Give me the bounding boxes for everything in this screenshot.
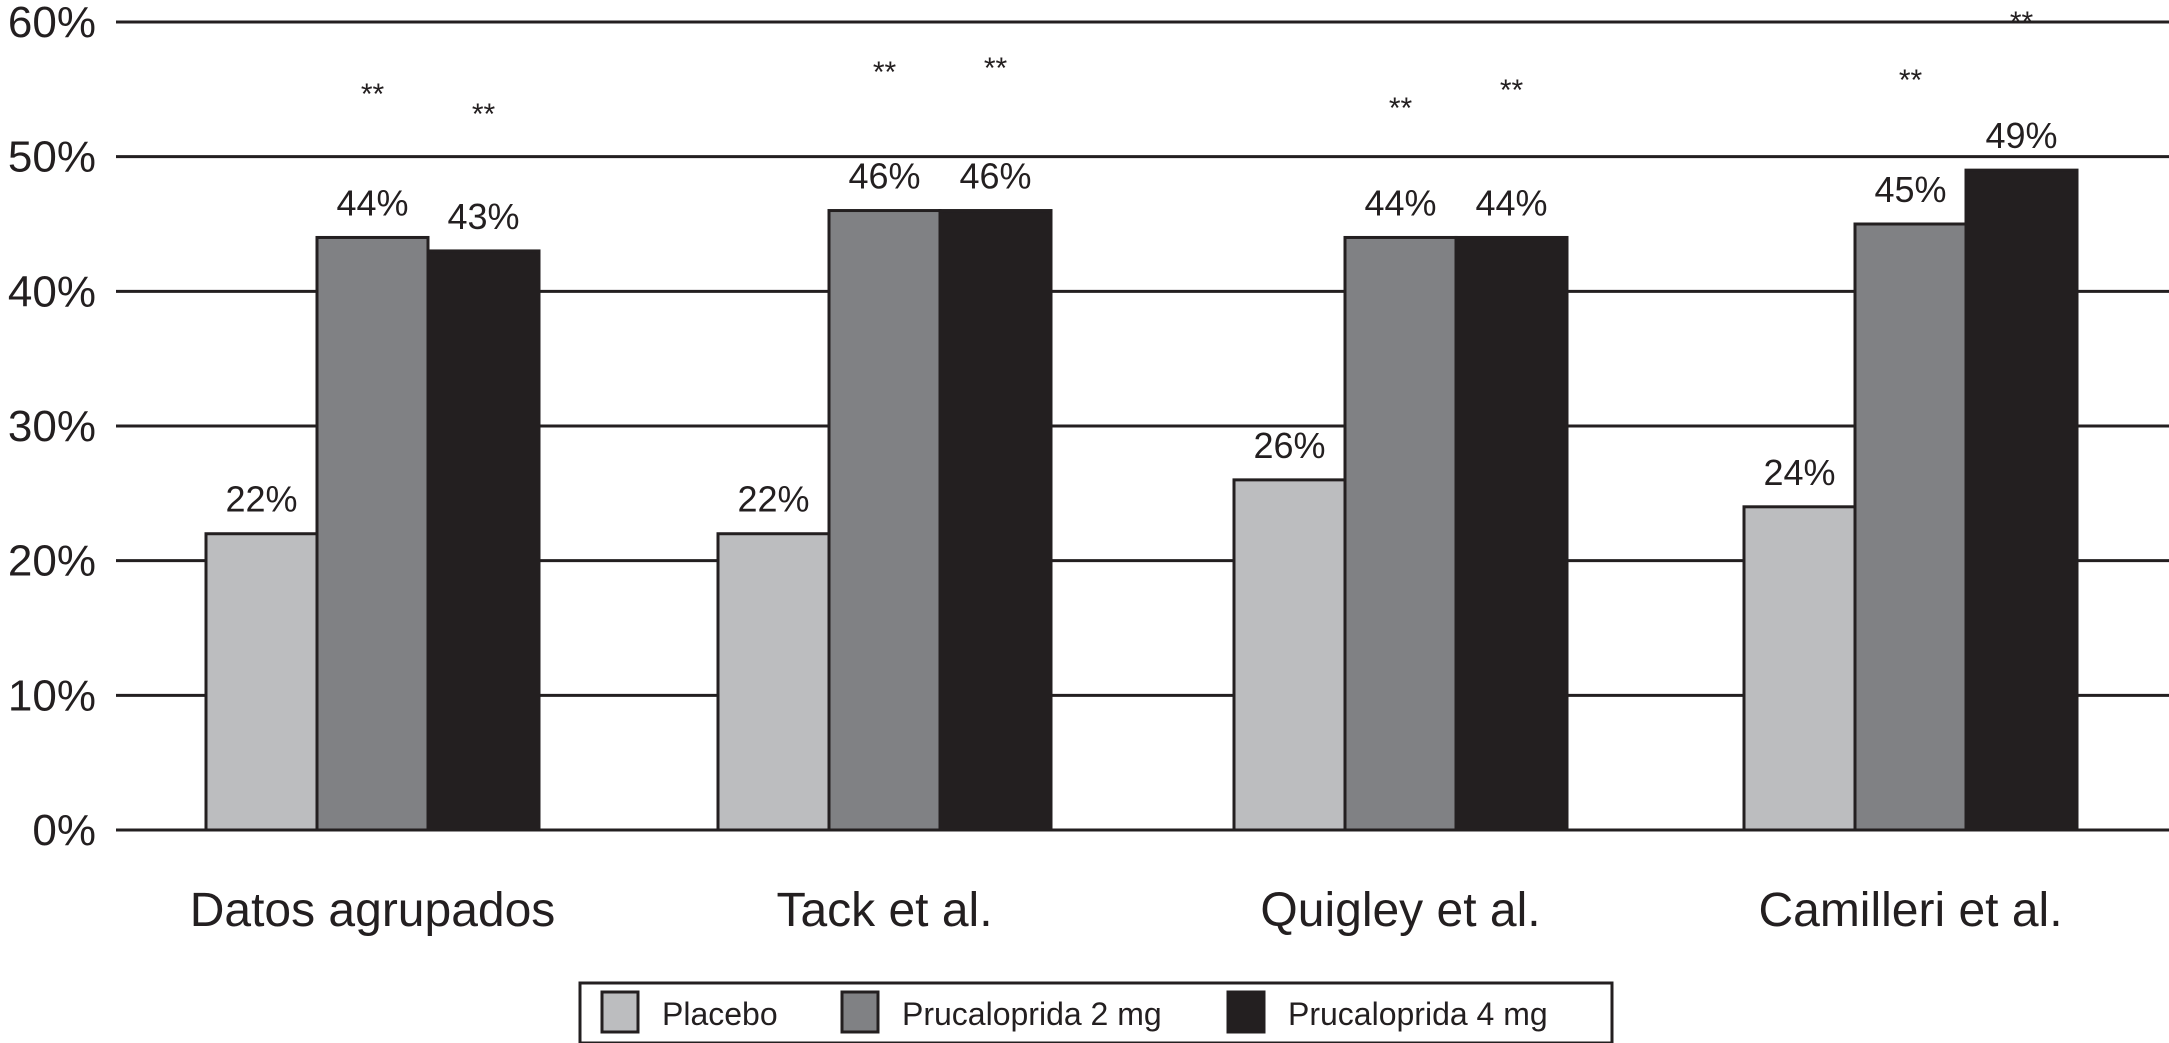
legend-label: Placebo [662,996,778,1032]
significance-markers: ** ** ** ** ** ** ** ** [361,6,2034,131]
bar [1742,505,1857,832]
bar-value-label: 45% [1874,169,1946,210]
y-tick-label: 40% [8,267,96,316]
category-label: Datos agrupados [190,884,556,937]
bar-value-label: 44% [1475,182,1547,223]
bar-value-label: 46% [848,156,920,197]
bar [1232,478,1347,832]
x-axis-category-labels: Datos agrupados Tack et al. Quigley et al.… [190,884,2063,937]
significance-marker: ** [1500,74,1524,107]
bar [827,209,942,832]
significance-marker: ** [873,56,897,89]
bar-value-label: 22% [225,479,297,520]
bar [315,235,430,832]
y-tick-label: 10% [8,671,96,720]
legend-swatch [600,990,640,1034]
bar [716,532,831,832]
bar-value-label: 22% [737,479,809,520]
bar-value-label: 43% [447,196,519,237]
y-axis-tick-labels: 0% 10% 20% 30% 40% 50% 60% [8,0,96,855]
bar-value-label: 44% [1364,182,1436,223]
bar-value-label: 26% [1253,425,1325,466]
category-label: Tack et al. [776,884,992,937]
bar [1964,168,2079,832]
bars [204,168,2079,832]
bar [1853,222,1968,832]
bar-value-label: 49% [1985,115,2057,156]
bar [938,209,1053,832]
legend-swatch [840,990,880,1034]
legend: Placebo Prucaloprida 2 mg Prucaloprida 4 m… [578,981,1614,1043]
significance-marker: ** [361,78,385,111]
bar-value-label: 44% [336,182,408,223]
bar [426,249,541,832]
y-tick-label: 30% [8,402,96,451]
legend-swatch [1226,990,1266,1034]
significance-marker: ** [1389,92,1413,125]
y-tick-label: 50% [8,133,96,182]
category-label: Camilleri et al. [1758,884,2062,937]
legend-label: Prucaloprida 2 mg [902,996,1162,1032]
category-label: Quigley et al. [1260,884,1540,937]
y-tick-label: 20% [8,537,96,586]
significance-marker: ** [1899,64,1923,97]
bar [1454,235,1569,832]
bar-value-label: 46% [959,156,1031,197]
significance-marker: ** [984,52,1008,85]
bar [204,532,319,832]
legend-box [578,981,1614,1043]
significance-marker: ** [472,98,496,131]
legend-label: Prucaloprida 4 mg [1288,996,1548,1032]
y-tick-label: 60% [8,0,96,47]
bar [1343,235,1458,832]
bar-value-label: 24% [1763,452,1835,493]
y-tick-label: 0% [32,806,96,855]
bar-value-labels: 22% 44% 43% 22% 46% 46% 26% 44% 44% 24% 45% 49% [225,115,2057,520]
significance-marker: ** [2010,6,2034,39]
